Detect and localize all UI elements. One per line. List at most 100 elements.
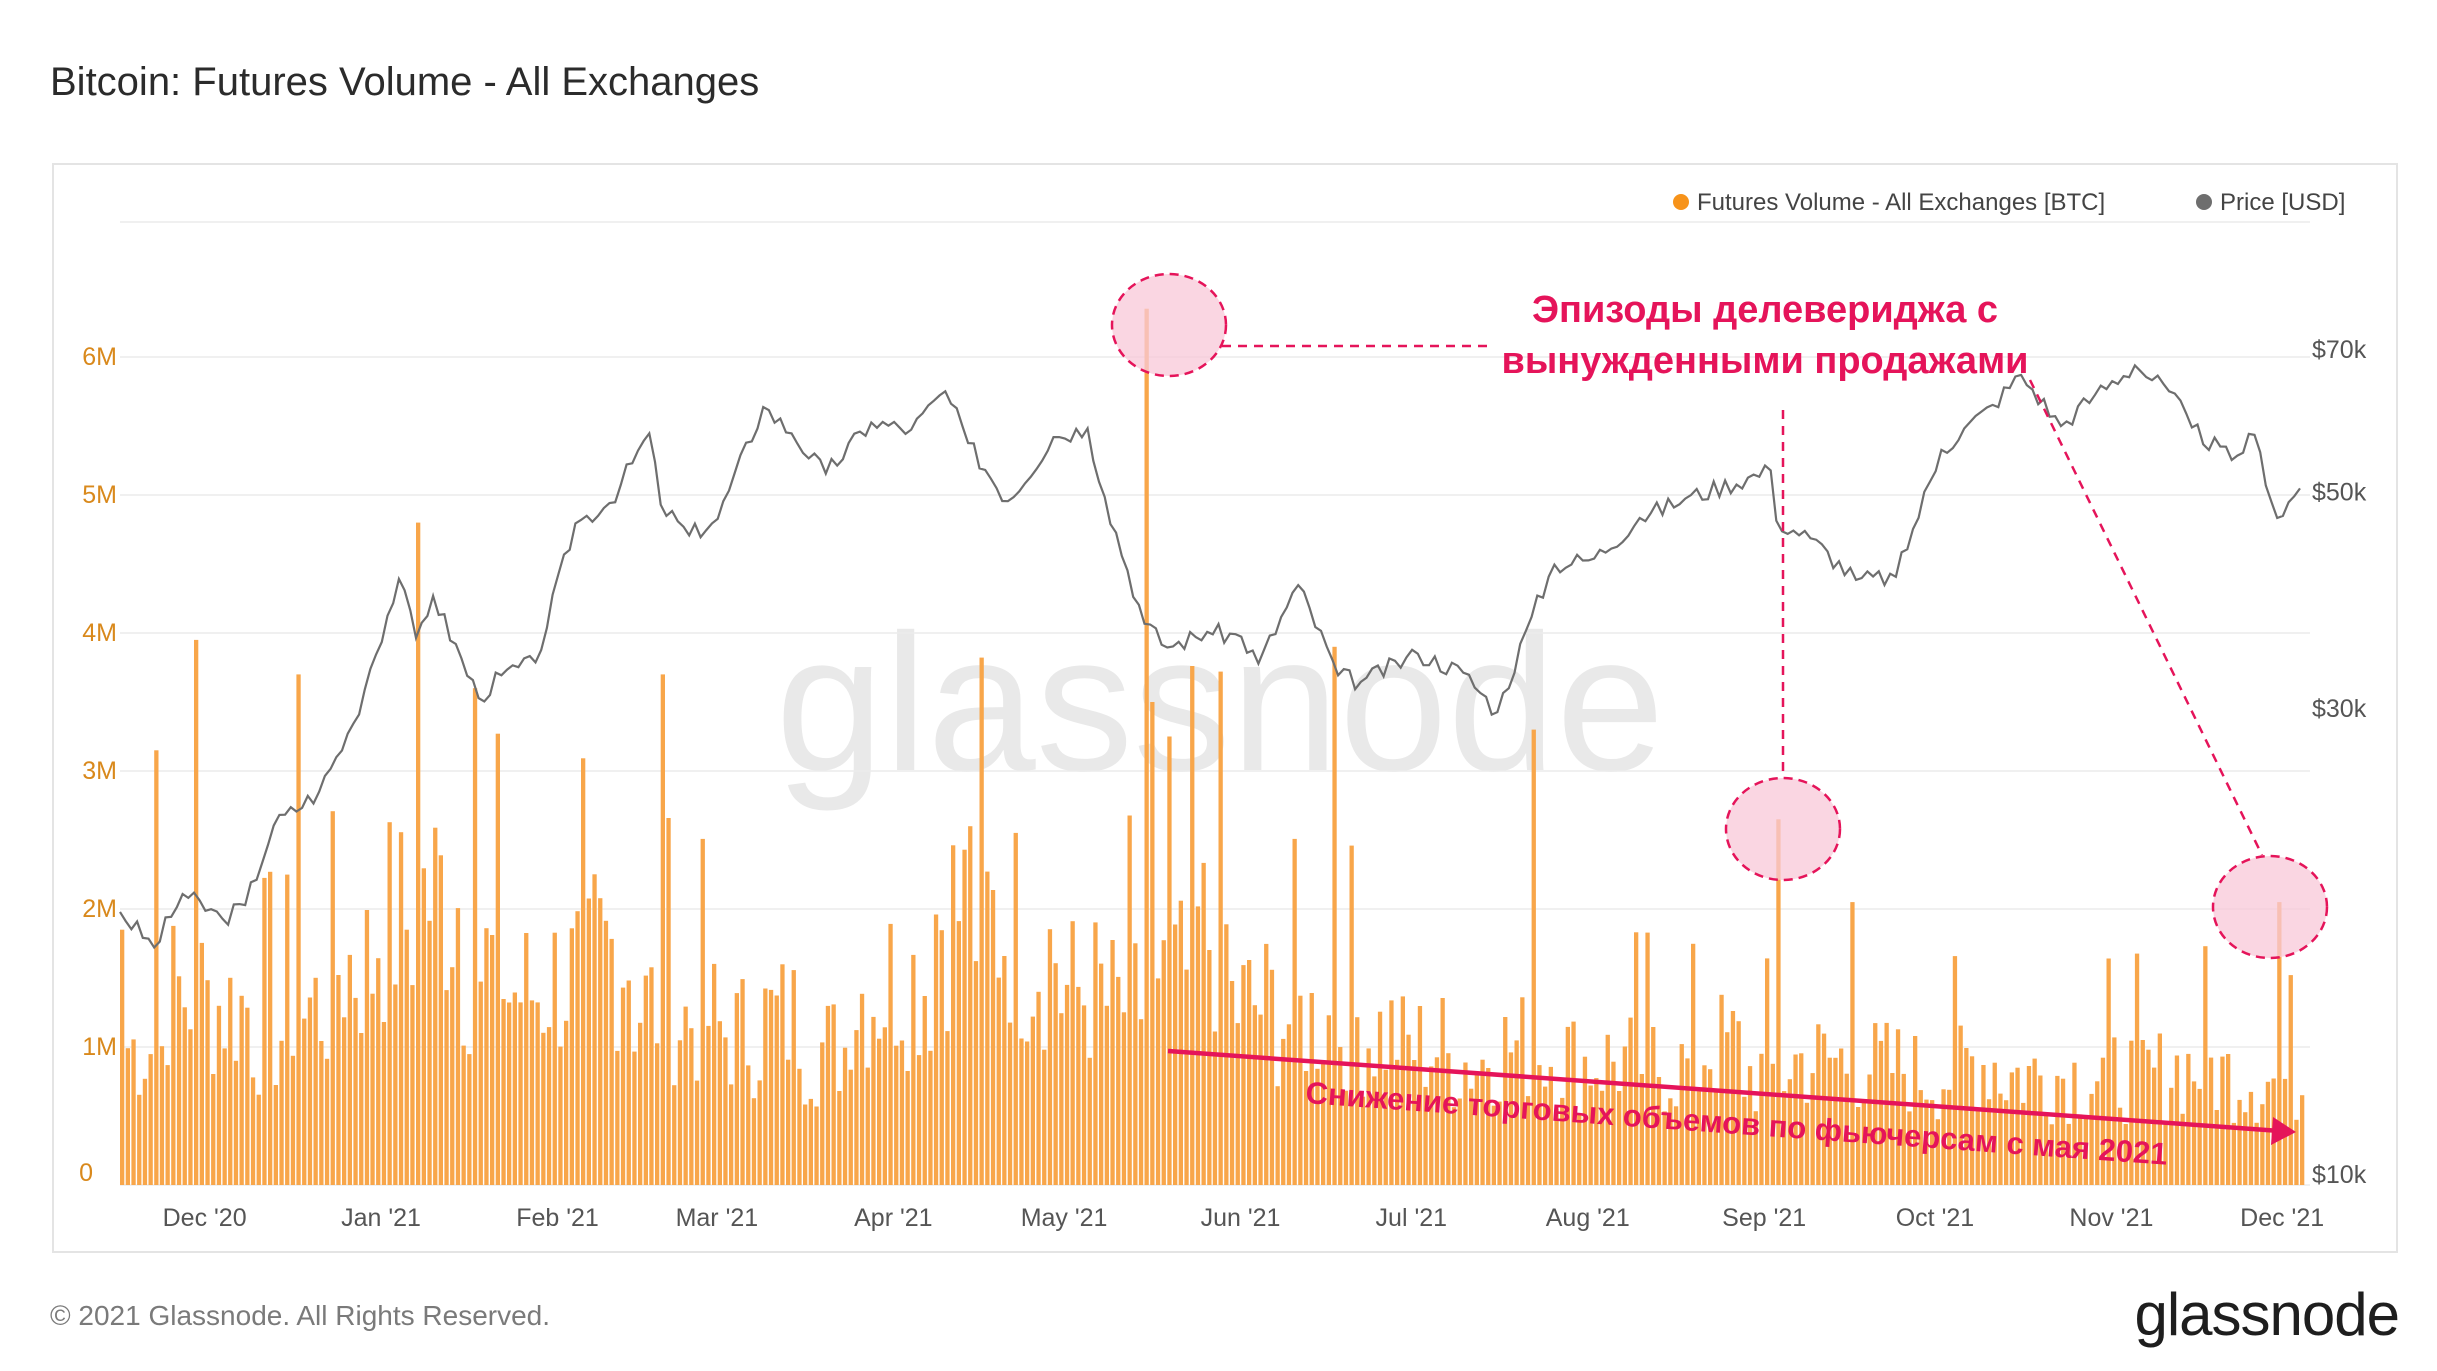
volume-bar <box>1742 1096 1747 1185</box>
y-left-tick-label: 0 <box>79 1159 93 1187</box>
volume-bar <box>1810 1073 1815 1185</box>
volume-bar <box>638 1022 643 1185</box>
y-right-tick-label: $10k <box>2312 1161 2367 1189</box>
volume-bar <box>421 868 426 1185</box>
volume-bar <box>501 999 506 1185</box>
volume-bar <box>825 1005 831 1185</box>
volume-bar <box>1497 1101 1502 1185</box>
volume-bar <box>427 920 432 1185</box>
volume-bar <box>2083 1115 2088 1185</box>
price-line <box>119 363 2301 950</box>
volume-bar <box>336 975 341 1185</box>
volume-bar <box>1247 960 1252 1185</box>
volume-bar <box>1520 997 1525 1185</box>
volume-bar <box>1059 1013 1064 1185</box>
volume-bar <box>256 1094 261 1185</box>
volume-bar <box>1491 1105 1496 1185</box>
volume-bar <box>478 981 483 1185</box>
volume-bar <box>1292 838 1297 1185</box>
volume-bar <box>285 874 290 1185</box>
volume-bar <box>729 1084 734 1185</box>
volume-bar <box>1053 963 1058 1185</box>
volume-bar <box>1138 1019 1144 1185</box>
volume-bar <box>2009 1072 2014 1185</box>
legend-item-price[interactable]: Price [USD] <box>2220 189 2345 216</box>
volume-bar <box>2015 1067 2020 1185</box>
volume-bar <box>205 980 210 1185</box>
volume-bar <box>1582 1056 1588 1185</box>
volume-bar <box>1007 1022 1013 1185</box>
volume-bar <box>1998 1093 2003 1185</box>
legend-item-volume[interactable]: Futures Volume - All Exchanges [BTC] <box>1697 189 2105 216</box>
volume-bar <box>2180 1113 2185 1185</box>
volume-bar <box>1201 862 1206 1185</box>
volume-bar <box>131 1039 136 1185</box>
volume-bar <box>245 1007 250 1185</box>
volume-bar <box>154 750 159 1185</box>
volume-bar <box>171 925 176 1185</box>
volume-bar <box>307 997 313 1185</box>
volume-bar <box>2055 1075 2060 1185</box>
volume-bar <box>558 1046 563 1185</box>
volume-bar <box>894 1045 899 1185</box>
volume-bar <box>1360 1096 1366 1185</box>
x-tick-label: Sep '21 <box>1722 1204 1806 1232</box>
volume-bar <box>2231 1122 2236 1185</box>
x-tick-label: Dec '21 <box>2240 1204 2324 1232</box>
volume-bar <box>1081 1005 1087 1185</box>
volume-bar <box>433 827 438 1185</box>
annotation-deleveraging-line1: Эпизоды делевериджа с <box>1532 289 1998 331</box>
volume-bar <box>1804 1102 1810 1185</box>
volume-bar <box>985 871 990 1185</box>
volume-bar <box>1281 1038 1286 1185</box>
volume-bar <box>1537 1065 1542 1185</box>
volume-bar <box>216 1005 222 1185</box>
volume-bar <box>410 985 415 1185</box>
volume-bar <box>683 1006 688 1185</box>
volume-bar <box>791 970 796 1185</box>
volume-bar <box>1736 1021 1741 1185</box>
volume-bar <box>1833 1057 1838 1185</box>
volume-bar <box>376 958 381 1185</box>
volume-bar <box>1560 1097 1565 1185</box>
volume-bar <box>1599 1090 1605 1185</box>
volume-bar <box>416 522 421 1185</box>
volume-bar <box>666 818 671 1185</box>
legend-marker-volume <box>1673 194 1689 210</box>
volume-bar <box>626 980 631 1185</box>
volume-bar <box>398 832 404 1185</box>
volume-bar <box>296 674 301 1185</box>
volume-bar <box>546 1027 552 1185</box>
volume-bar <box>1986 1099 1992 1185</box>
x-tick-label: Jun '21 <box>1201 1204 1281 1232</box>
volume-bar <box>2186 1053 2191 1185</box>
volume-bar <box>575 911 580 1185</box>
volume-bar <box>2134 953 2140 1185</box>
volume-bar <box>1770 1063 1775 1185</box>
volume-bar <box>1167 736 1172 1185</box>
volume-bar <box>1645 932 1650 1185</box>
volume-bar <box>359 1033 364 1185</box>
volume-bar <box>803 1104 808 1185</box>
volume-bar <box>865 1067 870 1185</box>
volume-bar <box>1178 900 1183 1185</box>
volume-bar <box>1577 1113 1582 1185</box>
volume-bar <box>2174 1055 2180 1185</box>
volume-bar <box>877 1038 882 1185</box>
volume-bar <box>2208 1057 2214 1185</box>
volume-bar <box>1634 932 1639 1185</box>
volume-bar <box>1486 1068 1491 1185</box>
volume-bar <box>717 1021 722 1185</box>
volume-bar <box>330 811 335 1185</box>
volume-bar <box>484 928 489 1185</box>
volume-bar <box>996 977 1001 1185</box>
volume-bar <box>1759 1053 1764 1185</box>
volume-bar <box>2004 1100 2009 1185</box>
volume-bar <box>1002 956 1007 1185</box>
volume-bar <box>450 967 455 1185</box>
volume-bar <box>2049 1124 2054 1185</box>
volume-bar <box>1116 976 1121 1185</box>
volume-bar <box>1030 1016 1035 1185</box>
volume-bar <box>1565 1026 1570 1185</box>
volume-bar <box>1070 921 1075 1185</box>
